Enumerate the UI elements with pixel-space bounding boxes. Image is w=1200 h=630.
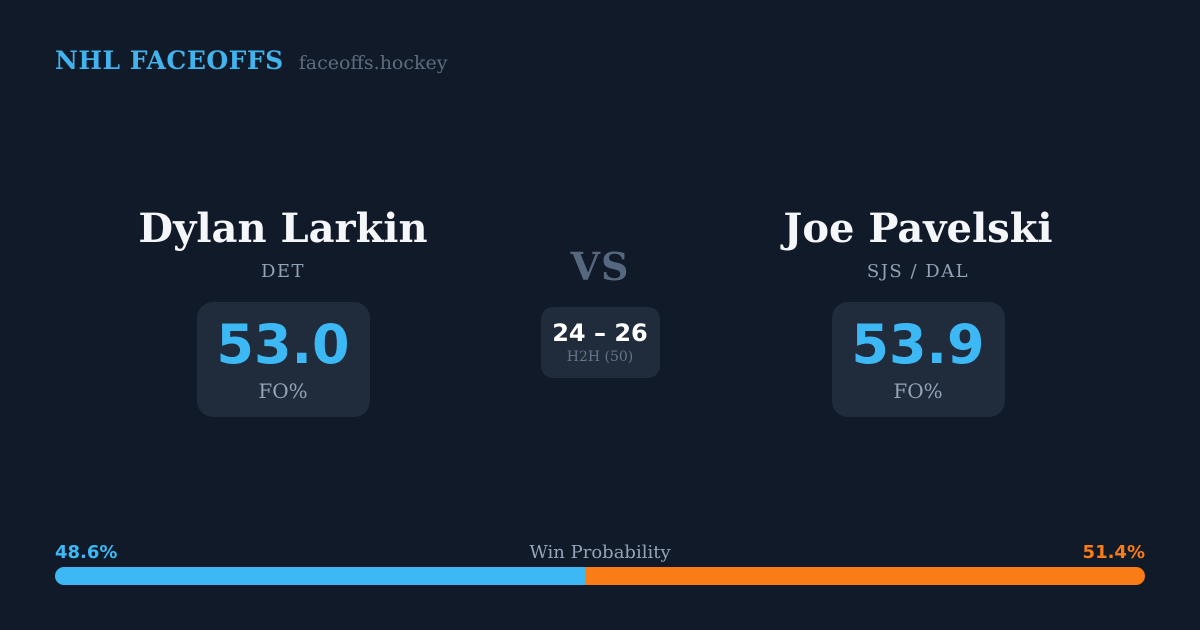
stat-value-left: 53.0 <box>216 313 350 376</box>
win-probability-right-pct: 51.4% <box>1082 542 1145 563</box>
brand-domain: faceoffs.hockey <box>298 52 448 74</box>
stat-label-left: FO% <box>258 379 308 403</box>
stat-card-right: 53.9 FO% <box>831 302 1005 417</box>
player-name-right: Joe Pavelski <box>783 205 1053 252</box>
stat-value-right: 53.9 <box>851 313 985 376</box>
h2h-card: 24 – 26 H2H (50) <box>540 307 660 378</box>
brand-header: NHL FACEOFFS faceoffs.hockey <box>55 46 448 75</box>
win-probability-bar <box>55 567 1145 585</box>
player-panel-left: Dylan Larkin DET 53.0 FO% <box>83 205 483 417</box>
h2h-score: 24 – 26 <box>552 319 648 347</box>
player-panel-right: Joe Pavelski SJS / DAL 53.9 FO% <box>718 205 1118 417</box>
stat-card-left: 53.0 FO% <box>196 302 370 417</box>
brand-title: NHL FACEOFFS <box>55 46 284 75</box>
player-team-left: DET <box>260 261 306 282</box>
win-probability-bar-right-segment <box>584 567 1145 585</box>
h2h-label: H2H (50) <box>566 349 634 365</box>
win-probability-bar-left-segment <box>55 567 585 585</box>
stat-label-right: FO% <box>893 379 943 403</box>
player-name-left: Dylan Larkin <box>138 205 428 252</box>
player-team-right: SJS / DAL <box>866 261 970 282</box>
win-probability-title: Win Probability <box>529 542 671 563</box>
vs-label: VS <box>570 244 630 289</box>
win-probability-left-pct: 48.6% <box>55 542 118 563</box>
win-probability-labels: 48.6% Win Probability 51.4% <box>55 542 1145 564</box>
vs-panel: VS 24 – 26 H2H (50) <box>500 248 700 378</box>
